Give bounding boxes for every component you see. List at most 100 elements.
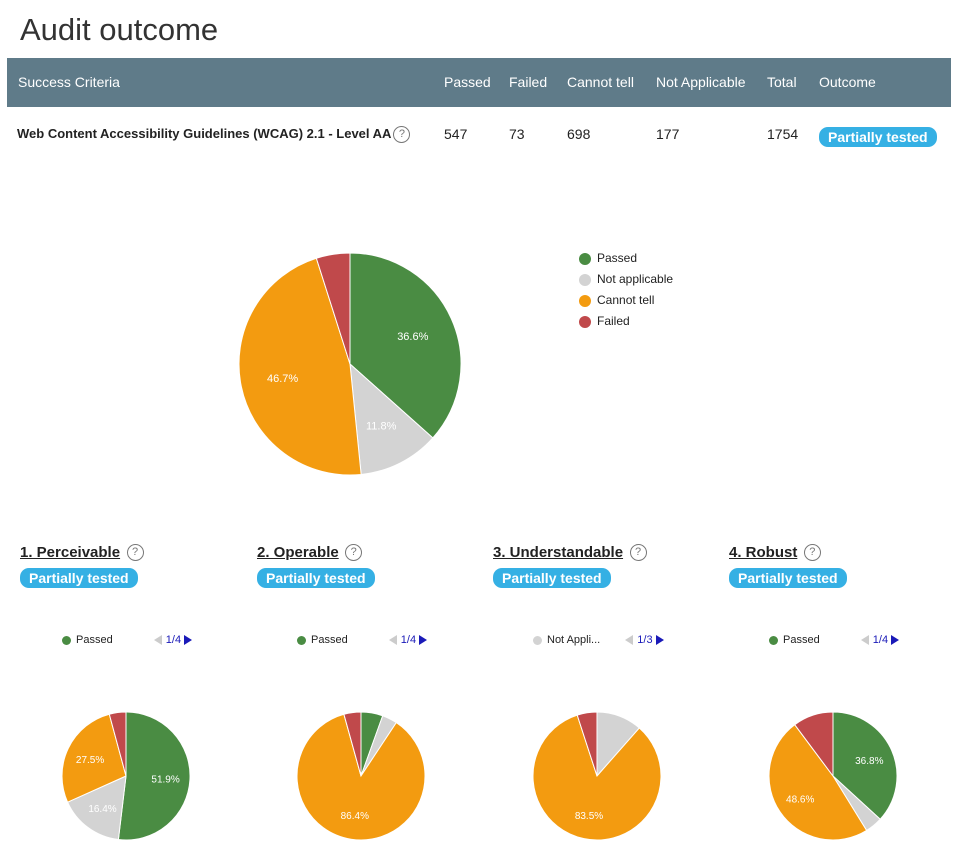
legend-label: Passed <box>783 634 820 646</box>
pie-slice-passed[interactable] <box>832 711 898 820</box>
principle-title[interactable]: 3. Understandable <box>493 544 624 561</box>
pie-slice-cannot-tell[interactable] <box>768 723 868 841</box>
pie-main: 36.6% 11.8% 46.7% <box>238 252 462 476</box>
pie-perceivable: 51.9% 16.4% 27.5% <box>61 711 191 841</box>
pie-slice-passed[interactable] <box>117 711 191 841</box>
next-page-icon[interactable] <box>891 635 900 646</box>
header-not-applicable: Not Applicable <box>656 74 746 90</box>
legend-dot <box>533 635 542 645</box>
pie-slice-failed[interactable] <box>108 711 127 777</box>
failed-count: 73 <box>509 126 525 142</box>
help-icon[interactable]: ? <box>126 544 144 562</box>
pie-data-label: 36.6% <box>397 331 428 343</box>
legend-label-cannot-tell: Cannot tell <box>597 293 655 307</box>
pie-data-label: 11.8% <box>366 420 397 432</box>
pie-slice-cannot-tell[interactable] <box>532 714 662 841</box>
pie-slice-cannot-tell[interactable] <box>296 713 426 841</box>
page-title: Audit outcome <box>20 12 219 47</box>
legend-label: Passed <box>76 634 113 646</box>
principle-title[interactable]: 2. Operable <box>257 544 339 561</box>
legend-dot-passed <box>579 252 591 265</box>
help-icon[interactable]: ? <box>803 544 821 562</box>
mini-legend-robust: Passed 1/4 <box>769 633 900 647</box>
legend-dot-cannot-tell <box>579 294 591 307</box>
pie-slice-failed[interactable] <box>576 711 598 777</box>
total-count: 1754 <box>767 126 799 142</box>
header-passed: Passed <box>444 74 491 90</box>
pie-data-label: 27.5% <box>76 755 104 766</box>
legend-dot <box>769 635 778 645</box>
pie-slice-not-applicable[interactable] <box>349 362 434 475</box>
legend-pager: 1/4 <box>860 633 900 647</box>
cannot-tell-count: 698 <box>567 126 591 142</box>
prev-page-icon[interactable] <box>388 635 397 646</box>
next-page-icon[interactable] <box>184 635 193 646</box>
legend-label-not-applicable: Not applicable <box>597 272 674 286</box>
header-cannot-tell: Cannot tell <box>567 74 634 90</box>
legend-item-passed: Passed <box>579 250 673 271</box>
table-header: Success Criteria Passed Failed Cannot te… <box>7 58 951 107</box>
pie-data-label: 51.9% <box>151 774 179 785</box>
table-row: Web Content Accessibility Guidelines (WC… <box>7 108 951 160</box>
status-badge: Partially tested <box>729 568 847 588</box>
pie-understandable: 83.5% <box>532 711 662 841</box>
pie-data-label: 36.8% <box>855 756 883 767</box>
help-icon[interactable]: ? <box>345 544 363 562</box>
prev-page-icon[interactable] <box>860 635 869 646</box>
pie-slice-failed[interactable] <box>343 711 362 777</box>
legend-item-cannot-tell: Cannot tell <box>579 292 673 313</box>
criteria-name: Web Content Accessibility Guidelines (WC… <box>17 126 392 141</box>
pie-slice-failed[interactable] <box>315 252 351 365</box>
help-icon[interactable]: ? <box>393 126 411 144</box>
principle-perceivable: 1. Perceivable ? Partially tested <box>20 544 144 588</box>
legend-pager: 1/4 <box>153 633 193 647</box>
next-page-icon[interactable] <box>655 635 664 646</box>
pie-operable: 86.4% <box>296 711 426 841</box>
legend-item-failed: Failed <box>579 313 673 334</box>
principle-title[interactable]: 1. Perceivable <box>20 544 121 561</box>
criteria-cell: Web Content Accessibility Guidelines (WC… <box>17 108 411 160</box>
page-indicator: 1/4 <box>400 634 417 647</box>
mini-legend-understandable: Not Appli... 1/3 <box>533 633 664 647</box>
legend-label-passed: Passed <box>597 251 638 265</box>
pie-robust: 36.8% 48.6% <box>768 711 898 841</box>
next-page-icon[interactable] <box>419 635 428 646</box>
outcome-badge: Partially tested <box>819 127 937 147</box>
not-applicable-count: 177 <box>656 126 680 142</box>
legend-pager: 1/3 <box>625 633 664 647</box>
page-indicator: 1/4 <box>872 634 889 647</box>
status-badge: Partially tested <box>20 568 138 588</box>
pie-data-label: 46.7% <box>267 373 298 385</box>
legend-label: Not Appli... <box>547 634 601 646</box>
principle-operable: 2. Operable ? Partially tested <box>257 544 375 588</box>
pie-data-label: 48.6% <box>786 794 814 805</box>
header-success-criteria: Success Criteria <box>18 74 120 90</box>
legend-item-not-applicable: Not applicable <box>579 271 673 292</box>
header-failed: Failed <box>509 74 548 90</box>
header-total: Total <box>767 74 797 90</box>
pie-slice-not-applicable[interactable] <box>66 775 127 841</box>
page-indicator: 1/4 <box>165 634 182 647</box>
pie-data-label: 16.4% <box>88 804 116 815</box>
page-indicator: 1/3 <box>637 634 653 647</box>
help-icon[interactable]: ? <box>629 544 647 562</box>
legend-pager: 1/4 <box>388 633 428 647</box>
mini-legend-perceivable: Passed 1/4 <box>62 633 193 647</box>
prev-page-icon[interactable] <box>153 635 162 646</box>
pie-slice-passed[interactable] <box>349 252 462 439</box>
pie-data-label: 86.4% <box>341 811 369 822</box>
pie-data-label: 83.5% <box>575 811 603 822</box>
pie-slice-cannot-tell[interactable] <box>61 713 127 803</box>
legend-label: Passed <box>311 634 348 646</box>
legend-dot-failed <box>579 315 591 328</box>
prev-page-icon[interactable] <box>625 635 634 646</box>
status-badge: Partially tested <box>257 568 375 588</box>
legend-dot <box>297 635 306 645</box>
main-legend: Passed Not applicable Cannot tell Failed <box>579 250 673 334</box>
pie-slice-failed[interactable] <box>794 711 834 778</box>
mini-legend-operable: Passed 1/4 <box>297 633 428 647</box>
legend-dot-not-applicable <box>579 273 591 286</box>
principle-title[interactable]: 4. Robust <box>729 544 798 561</box>
pie-slice-cannot-tell[interactable] <box>238 257 362 476</box>
